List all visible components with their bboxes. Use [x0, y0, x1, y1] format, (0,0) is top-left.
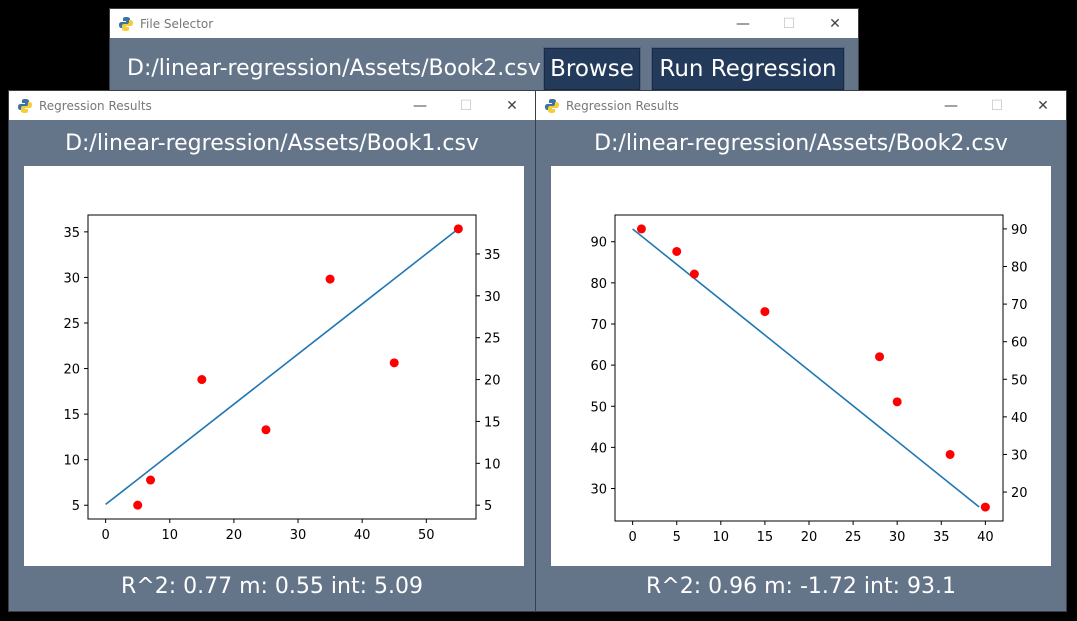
file-selector-titlebar[interactable]: File Selector — ☐ ✕ [110, 9, 858, 38]
y-tick-label-left: 90 [590, 236, 607, 251]
results-titlebar-left[interactable]: Regression Results — ☐ ✕ [9, 91, 535, 120]
data-point [945, 449, 955, 459]
python-icon [18, 98, 32, 113]
x-tick-label: 15 [757, 530, 774, 545]
minimize-icon[interactable]: — [736, 15, 750, 32]
y-tick-label-left: 30 [590, 483, 607, 498]
x-tick-label: 40 [354, 528, 371, 543]
selected-path-label: D:/linear-regression/Assets/Book2.csv [127, 56, 541, 81]
data-point [636, 224, 646, 234]
y-tick-label-right: 40 [1011, 411, 1028, 426]
x-tick-label: 30 [889, 530, 906, 545]
y-tick-label-right: 70 [1011, 298, 1028, 313]
y-tick-label-right: 20 [1011, 486, 1028, 501]
close-icon[interactable]: ✕ [506, 97, 518, 114]
regression-results-window-right: Regression Results — ☐ ✕ D:/linear-regre… [536, 91, 1066, 611]
x-tick-label: 10 [713, 530, 730, 545]
regression-line [105, 228, 459, 506]
x-tick-label: 50 [418, 528, 435, 543]
y-tick-label-left: 5 [72, 499, 80, 514]
y-tick-label-left: 15 [63, 408, 80, 423]
data-point [892, 397, 902, 407]
regression-results-window-left: Regression Results — ☐ ✕ D:/linear-regre… [9, 91, 535, 611]
y-tick-label-left: 25 [63, 317, 80, 332]
data-point [672, 246, 682, 256]
y-tick-label-left: 10 [63, 454, 80, 469]
axes-frame [87, 214, 477, 520]
file-selector-window: File Selector — ☐ ✕ D:/linear-regression… [110, 9, 858, 99]
y-tick-label-right: 30 [1011, 448, 1028, 463]
x-tick-label: 25 [845, 530, 862, 545]
y-tick-label-left: 20 [63, 363, 80, 378]
data-point [146, 475, 156, 485]
y-tick-label-left: 70 [590, 318, 607, 333]
x-tick-label: 0 [101, 528, 109, 543]
regression-stats-label: R^2: 0.96 m: -1.72 int: 93.1 [646, 574, 956, 599]
results-path-label: D:/linear-regression/Assets/Book1.csv [65, 131, 479, 156]
maximize-icon[interactable]: ☐ [990, 97, 1004, 114]
maximize-icon[interactable]: ☐ [782, 15, 796, 32]
window-title: Regression Results [39, 98, 152, 113]
y-tick-label-right: 10 [484, 457, 501, 472]
browse-button[interactable]: Browse [543, 47, 641, 91]
y-tick-label-left: 40 [590, 441, 607, 456]
data-point [875, 352, 885, 362]
regression-chart: 0 10 20 30 40 50 5 10 15 20 25 30 35 5 10 15 20 25 30 35 [63, 214, 501, 543]
data-point [689, 269, 699, 279]
close-icon[interactable]: ✕ [829, 15, 841, 32]
window-title: File Selector [140, 16, 214, 31]
results-titlebar-right[interactable]: Regression Results — ☐ ✕ [536, 91, 1066, 120]
x-tick-label: 40 [977, 530, 994, 545]
x-tick-label: 30 [290, 528, 307, 543]
y-tick-label-right: 25 [484, 332, 501, 347]
y-tick-label-right: 30 [484, 290, 501, 305]
x-tick-label: 5 [673, 530, 681, 545]
data-point [197, 375, 207, 385]
data-point [980, 502, 990, 512]
y-tick-label-right: 20 [484, 374, 501, 389]
y-tick-label-left: 35 [63, 226, 80, 241]
x-tick-label: 35 [933, 530, 950, 545]
results-path-label: D:/linear-regression/Assets/Book2.csv [594, 131, 1008, 156]
regression-chart: 0 5 10 15 20 25 30 35 40 30 40 50 60 70 80 90 20 30 40 50 60… [590, 214, 1028, 545]
run-regression-button[interactable]: Run Regression [651, 47, 845, 91]
plot-canvas: 0 5 10 15 20 25 30 35 40 30 40 50 60 70 80 90 20 30 40 50 60… [551, 166, 1051, 566]
data-point [760, 307, 770, 317]
y-tick-label-right: 5 [484, 499, 492, 514]
python-icon [119, 16, 133, 31]
regression-line [632, 228, 980, 508]
data-point [133, 500, 143, 510]
y-tick-label-right: 50 [1011, 373, 1028, 388]
y-tick-label-left: 50 [590, 400, 607, 415]
x-tick-label: 20 [801, 530, 818, 545]
minimize-icon[interactable]: — [944, 97, 958, 114]
y-tick-label-right: 35 [484, 248, 501, 263]
minimize-icon[interactable]: — [413, 97, 427, 114]
y-tick-label-left: 80 [590, 277, 607, 292]
y-tick-label-left: 30 [63, 271, 80, 286]
data-point [325, 274, 335, 284]
data-point [453, 224, 463, 234]
y-tick-label-right: 60 [1011, 336, 1028, 351]
data-point [261, 425, 271, 435]
window-title: Regression Results [566, 98, 679, 113]
close-icon[interactable]: ✕ [1037, 97, 1049, 114]
x-tick-label: 20 [226, 528, 243, 543]
y-tick-label-right: 80 [1011, 261, 1028, 276]
maximize-icon[interactable]: ☐ [459, 97, 473, 114]
plot-canvas: 0 10 20 30 40 50 5 10 15 20 25 30 35 5 10 15 20 25 30 35 [24, 166, 524, 566]
y-tick-label-right: 90 [1011, 223, 1028, 238]
regression-stats-label: R^2: 0.77 m: 0.55 int: 5.09 [121, 574, 423, 599]
python-icon [545, 98, 559, 113]
data-point [389, 358, 399, 368]
x-tick-label: 10 [161, 528, 178, 543]
y-tick-label-right: 15 [484, 415, 501, 430]
x-tick-label: 0 [628, 530, 636, 545]
y-tick-label-left: 60 [590, 359, 607, 374]
